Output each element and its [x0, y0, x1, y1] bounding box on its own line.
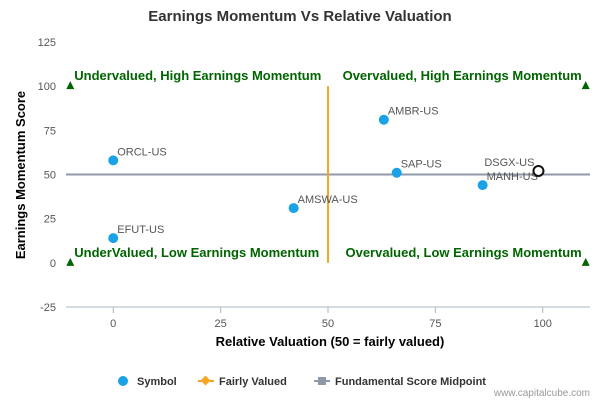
quadrant-markers: [66, 81, 590, 266]
data-point[interactable]: [378, 114, 389, 125]
chart-title: Earnings Momentum Vs Relative Valuation: [148, 8, 451, 25]
y-tick-label: 25: [44, 214, 56, 226]
credit: www.capitalcube.com: [493, 388, 590, 399]
legend-midpoint-marker: [318, 377, 326, 385]
data-point[interactable]: [391, 167, 402, 178]
y-tick-label: 0: [50, 258, 56, 270]
data-point-label: AMBR-US: [388, 106, 439, 118]
data-points: ORCL-US EFUT-US AMSWA-US AMBR-US SAP-US MANH-…: [108, 106, 545, 244]
quadrant-label: Undervalued, High Earnings Momentum: [74, 68, 321, 83]
legend-fair-label: Fairly Valued: [219, 376, 287, 388]
data-point-label: EFUT-US: [117, 224, 164, 236]
data-point[interactable]: [108, 233, 119, 244]
x-tick-label: 75: [429, 318, 441, 330]
quadrant-label: UnderValued, Low Earnings Momentum: [74, 245, 319, 260]
x-tick-label: 50: [322, 318, 334, 330]
data-point[interactable]: [288, 203, 299, 214]
x-tick-label: 0: [110, 318, 116, 330]
y-tick-label: 75: [44, 125, 56, 137]
y-tick-label: 50: [44, 170, 56, 182]
y-tick-label: 100: [38, 81, 56, 93]
legend-midpoint-label: Fundamental Score Midpoint: [335, 376, 486, 388]
legend: Symbol Fairly Valued Fundamental Score M…: [118, 375, 486, 388]
legend-symbol-marker: [118, 376, 128, 386]
quadrant-marker: [581, 81, 590, 90]
x-tick-label: 25: [214, 318, 226, 330]
legend-fair-marker: [200, 375, 211, 386]
legend-item-fairly-valued[interactable]: Fairly Valued: [198, 375, 287, 388]
quadrant-label: Overvalued, Low Earnings Momentum: [345, 245, 581, 260]
data-point-label: DSGX-US: [484, 157, 534, 169]
quadrant-labels: Undervalued, High Earnings Momentum Overv…: [74, 68, 581, 260]
legend-symbol-label: Symbol: [137, 376, 177, 388]
legend-item-midpoint[interactable]: Fundamental Score Midpoint: [314, 376, 486, 388]
data-point-label: ORCL-US: [117, 146, 167, 158]
x-tick-label: 100: [534, 318, 552, 330]
data-point[interactable]: [477, 180, 488, 191]
data-point-label: SAP-US: [401, 159, 442, 171]
legend-item-symbol[interactable]: Symbol: [118, 376, 177, 388]
y-tick-label: -25: [40, 302, 56, 314]
data-point-highlighted[interactable]: [532, 164, 545, 177]
x-axis-title: Relative Valuation (50 = fairly valued): [216, 334, 445, 349]
x-tick-labels: 0 25 50 75 100: [110, 307, 552, 330]
quadrant-marker: [581, 257, 590, 266]
y-tick-label: 125: [38, 37, 56, 49]
quadrant-marker: [66, 257, 75, 266]
data-point-label: MANH-US: [487, 171, 538, 183]
y-axis-title: Earnings Momentum Score: [13, 91, 28, 259]
quadrant-label: Overvalued, High Earnings Momentum: [343, 68, 582, 83]
quadrant-marker: [66, 81, 75, 90]
y-tick-labels: -25 0 25 50 75 100 125: [38, 37, 56, 314]
data-point-label: AMSWA-US: [298, 194, 358, 206]
data-point[interactable]: [108, 155, 119, 166]
